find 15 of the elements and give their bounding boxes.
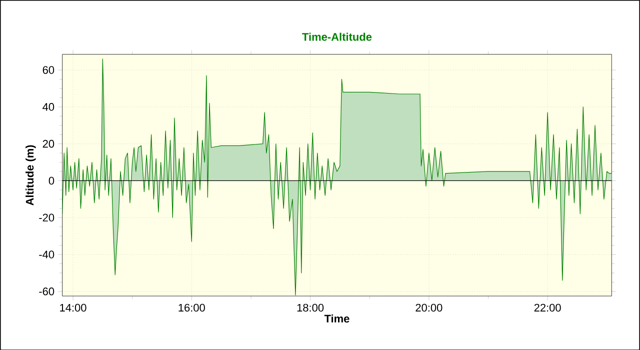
x-tick-label: 14:00 bbox=[60, 304, 86, 312]
x-tick-label: 18:00 bbox=[297, 304, 324, 312]
x-tick-label: 16:00 bbox=[178, 304, 205, 312]
y-tick-label: -20 bbox=[39, 214, 54, 222]
y-tick-label: -40 bbox=[39, 250, 54, 258]
y-tick-label: 0 bbox=[48, 176, 54, 184]
x-tick-label: 20:00 bbox=[416, 304, 442, 312]
y-tick-label: 40 bbox=[42, 102, 54, 111]
y-tick-label: 60 bbox=[42, 66, 54, 74]
y-tick-label: 20 bbox=[42, 140, 54, 148]
chart-title: Time-Altitude bbox=[302, 32, 372, 41]
x-tick-label: 22:00 bbox=[534, 304, 561, 312]
y-tick-label: -60 bbox=[39, 287, 54, 296]
y-axis-title: Altitude (m) bbox=[26, 145, 36, 206]
x-axis-title: Time bbox=[324, 314, 350, 322]
